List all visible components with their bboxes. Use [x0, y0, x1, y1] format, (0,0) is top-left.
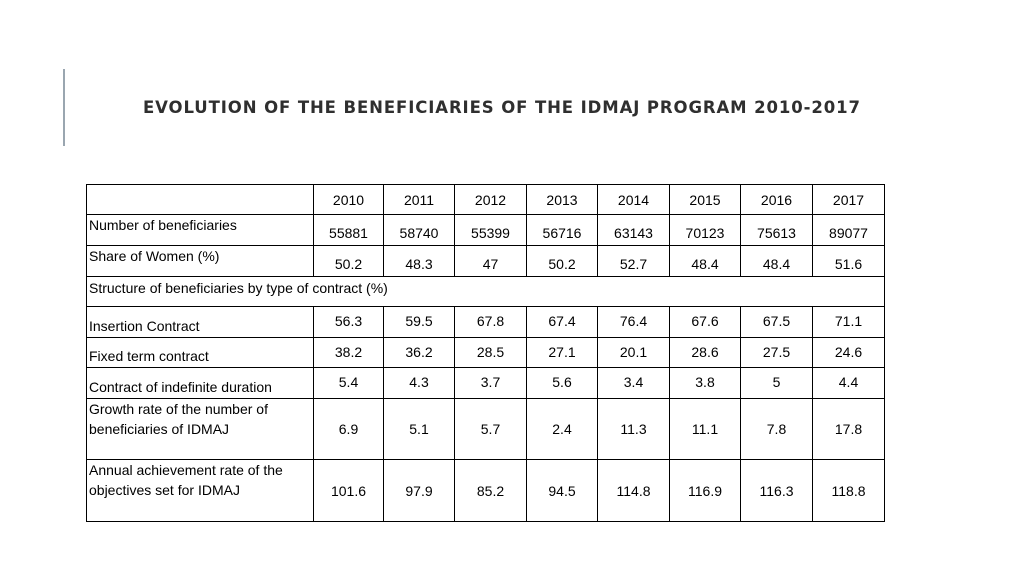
table-cell: 5.6	[526, 367, 598, 399]
year-header: 2010	[313, 184, 384, 215]
page-title: EVOLUTION OF THE BENEFICIARIES OF THE ID…	[143, 98, 861, 117]
row-label-line: Growth rate of the number of	[89, 401, 268, 417]
table-cell: 56716	[526, 214, 598, 246]
table-cell: 67.8	[454, 306, 527, 338]
table-cell: 48.4	[669, 245, 741, 277]
table-cell: 67.6	[669, 306, 741, 338]
table-cell: 11.3	[597, 398, 670, 460]
table-cell: 28.6	[669, 337, 741, 368]
table-cell: 5.1	[383, 398, 455, 460]
table-cell: 56.3	[313, 306, 384, 338]
table-row: Share of Women (%) 50.2 48.3 47 50.2 52.…	[86, 245, 885, 277]
year-header: 2014	[597, 184, 670, 215]
table-cell: 4.3	[383, 367, 455, 399]
table-cell: 67.5	[740, 306, 813, 338]
table-cell: 67.4	[526, 306, 598, 338]
table-cell: 36.2	[383, 337, 455, 368]
row-label: Number of beneficiaries	[86, 214, 314, 246]
table-cell: 59.5	[383, 306, 455, 338]
table-cell: 51.6	[812, 245, 885, 277]
table-cell: 11.1	[669, 398, 741, 460]
table-cell: 48.4	[740, 245, 813, 277]
table-cell: 50.2	[313, 245, 384, 277]
beneficiaries-table: 2010 2011 2012 2013 2014 2015 2016 2017 …	[86, 184, 885, 522]
table-cell: 3.7	[454, 367, 527, 399]
table-cell: 3.8	[669, 367, 741, 399]
row-label: Annual achievement rate of the objective…	[86, 459, 314, 522]
year-header: 2011	[383, 184, 455, 215]
table-cell: 50.2	[526, 245, 598, 277]
table-row: Contract of indefinite duration 5.4 4.3 …	[86, 367, 885, 399]
table-cell: 118.8	[812, 459, 885, 522]
table-cell: 48.3	[383, 245, 455, 277]
table-cell: 27.1	[526, 337, 598, 368]
table-cell: 47	[454, 245, 527, 277]
table-cell: 52.7	[597, 245, 670, 277]
row-label: Share of Women (%)	[86, 245, 314, 277]
table-section-row: Structure of beneficiaries by type of co…	[86, 276, 885, 307]
table-cell: 17.8	[812, 398, 885, 460]
table-cell: 70123	[669, 214, 741, 246]
table-cell: 28.5	[454, 337, 527, 368]
table-cell: 7.8	[740, 398, 813, 460]
table-cell: 58740	[383, 214, 455, 246]
year-header: 2015	[669, 184, 741, 215]
table-cell: 76.4	[597, 306, 670, 338]
table-cell: 5	[740, 367, 813, 399]
row-label: Insertion Contract	[86, 306, 314, 338]
table-cell: 116.3	[740, 459, 813, 522]
table-cell: 114.8	[597, 459, 670, 522]
table-row: Number of beneficiaries 55881 58740 5539…	[86, 214, 885, 246]
year-header: 2013	[526, 184, 598, 215]
table-cell: 2.4	[526, 398, 598, 460]
table-cell: 20.1	[597, 337, 670, 368]
table-cell: 4.4	[812, 367, 885, 399]
table-cell: 24.6	[812, 337, 885, 368]
row-label: Growth rate of the number of beneficiari…	[86, 398, 314, 460]
table-cell: 89077	[812, 214, 885, 246]
table-cell: 55399	[454, 214, 527, 246]
row-label-line: Annual achievement rate of the	[89, 462, 283, 478]
row-label: Contract of indefinite duration	[86, 367, 314, 399]
table-cell: 75613	[740, 214, 813, 246]
table-cell: 55881	[313, 214, 384, 246]
table-row: Growth rate of the number of beneficiari…	[86, 398, 885, 460]
table-row: Fixed term contract 38.2 36.2 28.5 27.1 …	[86, 337, 885, 368]
section-label: Structure of beneficiaries by type of co…	[86, 276, 885, 307]
table-cell: 27.5	[740, 337, 813, 368]
table-row: Insertion Contract 56.3 59.5 67.8 67.4 7…	[86, 306, 885, 338]
table-cell: 63143	[597, 214, 670, 246]
row-label-line: objectives set for IDMAJ	[89, 482, 240, 498]
table-cell: 85.2	[454, 459, 527, 522]
table-cell: 97.9	[383, 459, 455, 522]
row-label: Fixed term contract	[86, 337, 314, 368]
table-cell: 94.5	[526, 459, 598, 522]
table-cell: 101.6	[313, 459, 384, 522]
header-empty-cell	[86, 184, 314, 215]
table-header-row: 2010 2011 2012 2013 2014 2015 2016 2017	[86, 184, 885, 215]
table-cell: 6.9	[313, 398, 384, 460]
year-header: 2016	[740, 184, 813, 215]
table-cell: 38.2	[313, 337, 384, 368]
year-header: 2012	[454, 184, 527, 215]
accent-bar	[63, 69, 65, 146]
row-label-line: beneficiaries of IDMAJ	[89, 421, 230, 437]
table-cell: 116.9	[669, 459, 741, 522]
table-cell: 3.4	[597, 367, 670, 399]
year-header: 2017	[812, 184, 885, 215]
table-cell: 5.7	[454, 398, 527, 460]
table-cell: 71.1	[812, 306, 885, 338]
table-cell: 5.4	[313, 367, 384, 399]
table-row: Annual achievement rate of the objective…	[86, 459, 885, 522]
